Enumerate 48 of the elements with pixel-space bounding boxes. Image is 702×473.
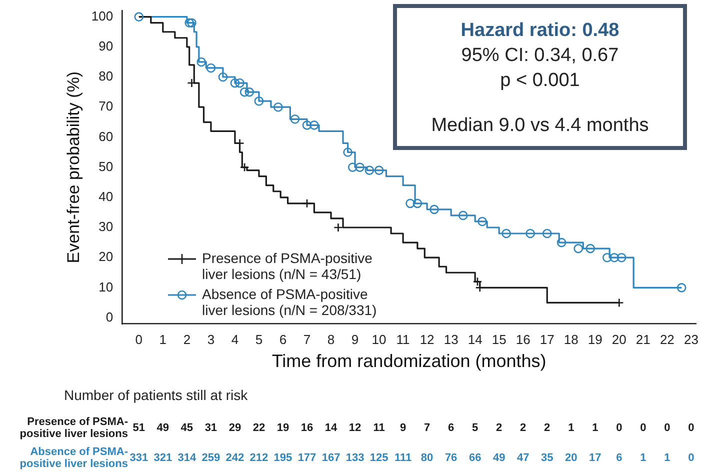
x-tick-label: 8 [327, 332, 335, 348]
y-tick-label: 90 [98, 38, 114, 54]
x-axis-title: Time from randomization (months) [272, 351, 546, 372]
x-tick-label: 22 [660, 332, 674, 348]
x-tick-label: 7 [303, 332, 311, 348]
x-tick-label: 4 [231, 332, 239, 348]
text: Absence of PSMA-positive liver lesions [18, 446, 128, 470]
y-tick-label: 10 [98, 279, 114, 294]
x-tick-label: 14 [468, 332, 482, 348]
y-tick-label: 40 [98, 188, 114, 204]
y-tick-label: 60 [98, 128, 114, 144]
text: Presence of PSMA-positive liver lesions [18, 416, 128, 440]
x-tick-label: 17 [540, 332, 554, 348]
x-tick-label: 13 [444, 332, 458, 348]
text: Number of patients still at risk [64, 386, 249, 403]
x-tick-label: 9 [351, 332, 359, 348]
x-tick-label: 2 [183, 332, 191, 348]
y-tick-label: 50 [98, 158, 114, 174]
y-tick-label: 80 [98, 68, 114, 84]
x-tick-label: 5 [255, 332, 263, 348]
y-tick-label: 0 [106, 309, 114, 324]
x-tick-label: 10 [372, 332, 386, 348]
x-tick-label: 20 [612, 332, 626, 348]
x-tick-label: 1 [159, 332, 167, 348]
x-tick-label: 15 [492, 332, 506, 348]
x-tick-label: 3 [207, 332, 215, 348]
legend-label: Presence of PSMA-positive liver lesions (n/N = 43/51) [202, 250, 374, 282]
annotation: p < 0.001 [499, 69, 581, 93]
legend-label: Absence of PSMA-positive liver lesions (n/N = 208/331) [202, 286, 378, 318]
y-tick-label: 20 [98, 249, 114, 264]
annotation: Hazard ratio: 0.48 [460, 19, 620, 43]
annotation: 95% CI: 0.34, 0.67 [460, 44, 620, 68]
y-tick-label: 30 [98, 219, 114, 234]
x-tick-label: 0 [135, 332, 143, 348]
x-tick-label: 16 [516, 332, 530, 348]
text: 331 321 314 259 242 212 195 177 167 133 125 111 80 76 66 49 47 35 20 17 6 1 1 0 [130, 452, 694, 464]
text: 51 49 45 31 29 22 19 16 14 12 11 9 7 6 5 2 2 2 1 1 0 0 0 0 [132, 422, 694, 434]
annotation: Median 9.0 vs 4.4 months [430, 114, 650, 138]
y-tick-label: 100 [91, 8, 114, 24]
y-tick-label: 70 [98, 98, 114, 114]
x-tick-label: 23 [684, 332, 698, 348]
x-tick-label: 18 [564, 332, 578, 348]
y-axis-title: Event-free probability (%) [64, 71, 83, 264]
x-tick-label: 21 [636, 332, 650, 348]
x-tick-label: 6 [279, 332, 287, 348]
x-tick-label: 11 [396, 332, 410, 348]
x-tick-label: 19 [588, 332, 602, 348]
x-tick-label: 12 [420, 332, 434, 348]
